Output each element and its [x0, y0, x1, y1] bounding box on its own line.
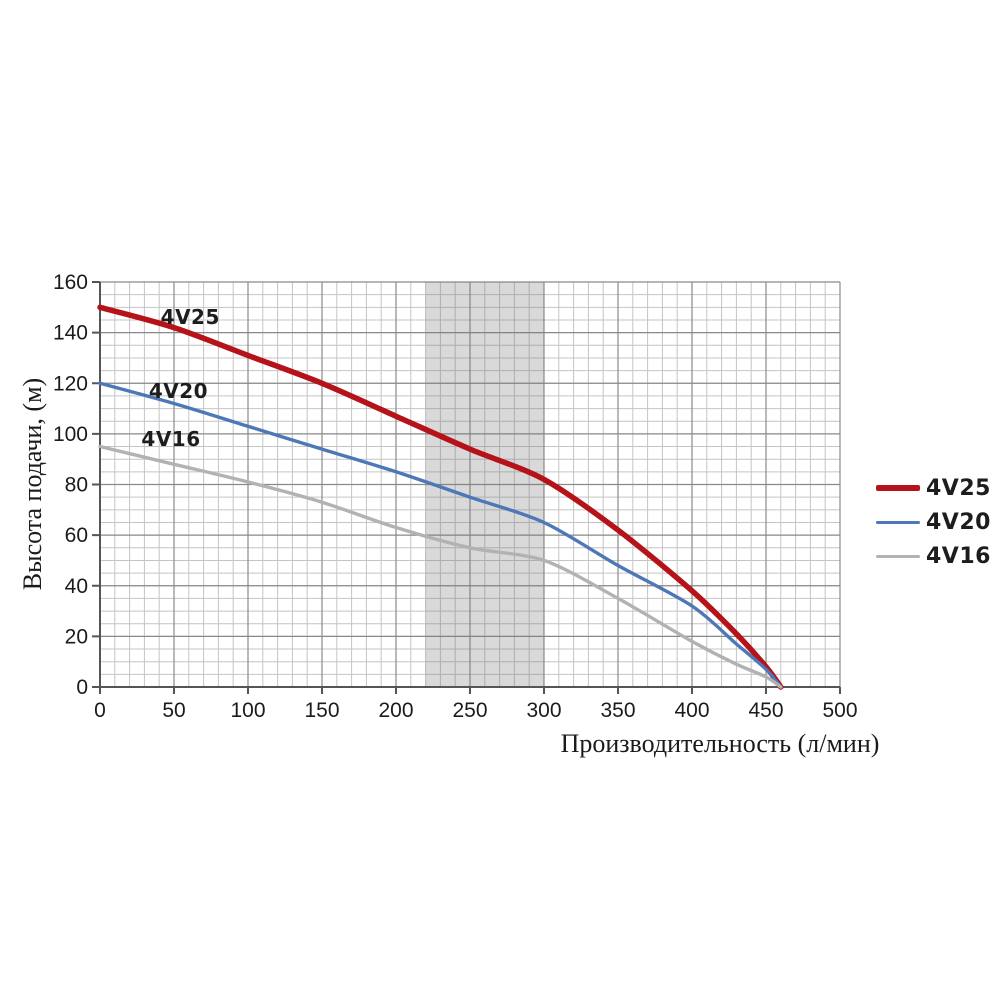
- legend-item: 4V16: [876, 539, 991, 573]
- curve-label-4v20: 4V20: [148, 378, 209, 403]
- legend-label: 4V25: [926, 475, 991, 501]
- recommended-range-band: [425, 282, 544, 687]
- y-tick-label: 60: [65, 524, 88, 547]
- x-axis-title: Производительность (л/мин): [560, 729, 880, 758]
- legend-item: 4V20: [876, 505, 991, 539]
- x-tick-label: 500: [822, 699, 857, 722]
- x-tick-label: 450: [748, 699, 783, 722]
- y-tick-label: 100: [53, 423, 88, 446]
- x-tick-label: 350: [600, 699, 635, 722]
- y-tick-label: 80: [65, 474, 88, 497]
- y-tick-label: 160: [53, 271, 88, 294]
- x-tick-label: 50: [162, 699, 185, 722]
- series-line-4v16: [98, 444, 783, 689]
- x-tick-label: 0: [94, 699, 106, 722]
- series-line-4v20: [98, 381, 783, 689]
- legend-label: 4V16: [926, 543, 991, 569]
- x-tick-label: 300: [526, 699, 561, 722]
- x-tick-label: 100: [230, 699, 265, 722]
- legend-item: 4V25: [876, 471, 991, 505]
- curve-label-4v25: 4V25: [160, 305, 220, 330]
- legend: 4V25 4V20 4V16: [876, 471, 991, 573]
- y-tick-label: 120: [53, 372, 88, 395]
- y-tick-label: 20: [65, 625, 88, 648]
- series-line-4v25: [97, 304, 784, 690]
- x-tick-label: 200: [378, 699, 413, 722]
- y-axis-title: Высота подачи, (м): [18, 377, 47, 591]
- y-tick-label: 40: [65, 575, 88, 598]
- legend-line-swatch-4v25: [876, 485, 920, 491]
- y-tick-label: 140: [53, 322, 88, 345]
- legend-label: 4V20: [926, 509, 991, 535]
- legend-line-swatch-4v16: [876, 554, 920, 558]
- curve-label-4v16: 4V16: [141, 426, 201, 451]
- x-tick-label: 400: [674, 699, 709, 722]
- y-tick-label: 0: [76, 676, 88, 699]
- legend-line-swatch-4v20: [876, 520, 920, 524]
- x-tick-label: 150: [304, 699, 339, 722]
- x-tick-label: 250: [452, 699, 487, 722]
